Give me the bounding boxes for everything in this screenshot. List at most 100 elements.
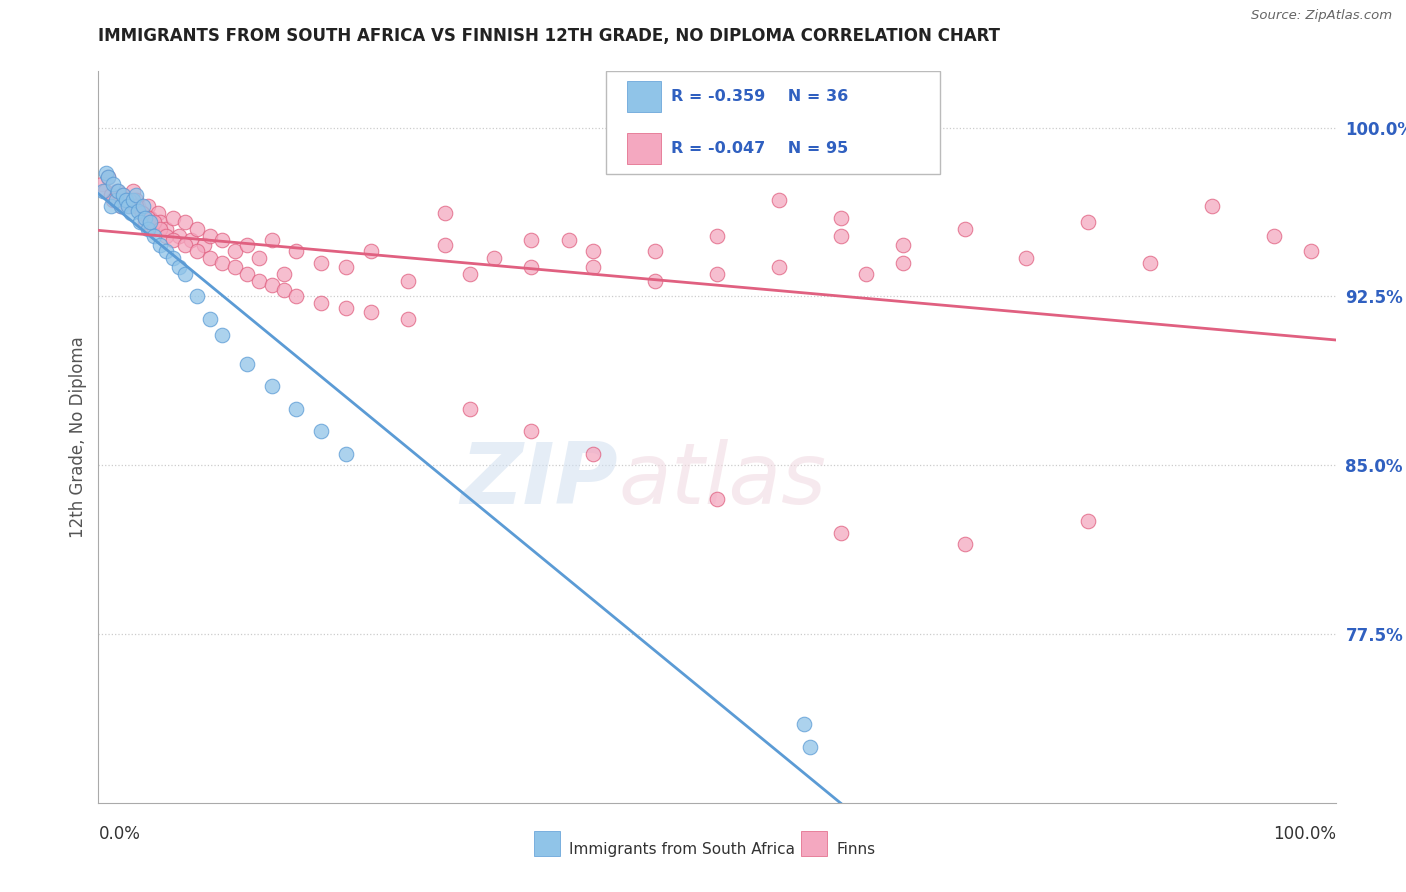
Point [793, 717, 815, 731]
Point [124, 199, 146, 213]
Point [1299, 244, 1322, 259]
Point [129, 215, 152, 229]
Point [114, 193, 136, 207]
FancyBboxPatch shape [627, 81, 661, 112]
Point [285, 244, 308, 259]
Point [198, 312, 221, 326]
Point [131, 206, 153, 220]
Point [162, 251, 184, 265]
Point [143, 228, 166, 243]
Point [309, 255, 332, 269]
Text: IMMIGRANTS FROM SOUTH AFRICA VS FINNISH 12TH GRADE, NO DIPLOMA CORRELATION CHART: IMMIGRANTS FROM SOUTH AFRICA VS FINNISH … [98, 27, 1001, 45]
Point [1263, 228, 1285, 243]
Point [114, 193, 136, 207]
Point [110, 199, 132, 213]
Point [134, 215, 156, 229]
Point [768, 260, 790, 275]
Point [285, 289, 308, 303]
Text: R = -0.047    N = 95: R = -0.047 N = 95 [671, 141, 849, 156]
Point [174, 215, 197, 229]
Point [122, 193, 145, 207]
Point [830, 211, 852, 225]
Point [124, 188, 146, 202]
Point [799, 739, 821, 754]
Point [93, 184, 115, 198]
Point [100, 199, 122, 213]
Point [520, 233, 543, 247]
Point [103, 177, 125, 191]
Text: Immigrants from South Africa: Immigrants from South Africa [569, 842, 796, 856]
Point [193, 237, 215, 252]
Point [1077, 215, 1099, 229]
Point [458, 401, 481, 416]
Point [97, 170, 120, 185]
Point [520, 260, 543, 275]
Point [155, 228, 177, 243]
Point [155, 244, 177, 259]
Point [236, 237, 259, 252]
Point [167, 228, 190, 243]
Point [112, 188, 135, 202]
Point [118, 199, 141, 213]
Point [124, 193, 146, 207]
Point [155, 222, 177, 236]
Point [91, 177, 114, 191]
Point [458, 267, 481, 281]
Point [891, 255, 914, 269]
Point [260, 278, 283, 293]
Point [396, 274, 419, 288]
Point [360, 305, 382, 319]
Point [706, 228, 728, 243]
Point [335, 301, 357, 315]
Point [224, 260, 246, 275]
Point [260, 379, 283, 393]
Point [149, 222, 172, 236]
Point [134, 211, 156, 225]
Point [139, 215, 162, 229]
Point [309, 425, 332, 439]
Text: 100.0%: 100.0% [1272, 825, 1336, 843]
Point [706, 491, 728, 506]
Point [110, 199, 132, 213]
Text: Source: ZipAtlas.com: Source: ZipAtlas.com [1251, 9, 1392, 22]
Point [224, 244, 246, 259]
Point [127, 203, 149, 218]
Text: ZIP: ZIP [460, 440, 619, 523]
Point [198, 228, 221, 243]
Point [146, 206, 169, 220]
Point [768, 193, 790, 207]
Point [953, 537, 976, 551]
Point [186, 222, 208, 236]
Point [186, 289, 208, 303]
Point [100, 188, 122, 202]
Point [644, 244, 666, 259]
Point [127, 199, 149, 213]
Point [1139, 255, 1161, 269]
Point [143, 215, 166, 229]
Point [162, 211, 184, 225]
Point [211, 233, 233, 247]
Point [1077, 515, 1099, 529]
FancyBboxPatch shape [606, 71, 939, 174]
Text: R = -0.359    N = 36: R = -0.359 N = 36 [671, 89, 849, 103]
Point [1015, 251, 1038, 265]
Point [174, 267, 197, 281]
Point [136, 211, 159, 225]
Point [433, 237, 456, 252]
Point [247, 251, 270, 265]
Point [830, 228, 852, 243]
Point [433, 206, 456, 220]
Point [112, 188, 135, 202]
Point [107, 184, 129, 198]
Point [582, 447, 605, 461]
Point [335, 260, 357, 275]
Point [1201, 199, 1223, 213]
Point [582, 260, 605, 275]
Point [131, 206, 153, 220]
Point [105, 184, 128, 198]
Point [117, 199, 139, 213]
Text: Finns: Finns [837, 842, 876, 856]
Point [520, 425, 543, 439]
Point [149, 215, 172, 229]
Point [211, 255, 233, 269]
